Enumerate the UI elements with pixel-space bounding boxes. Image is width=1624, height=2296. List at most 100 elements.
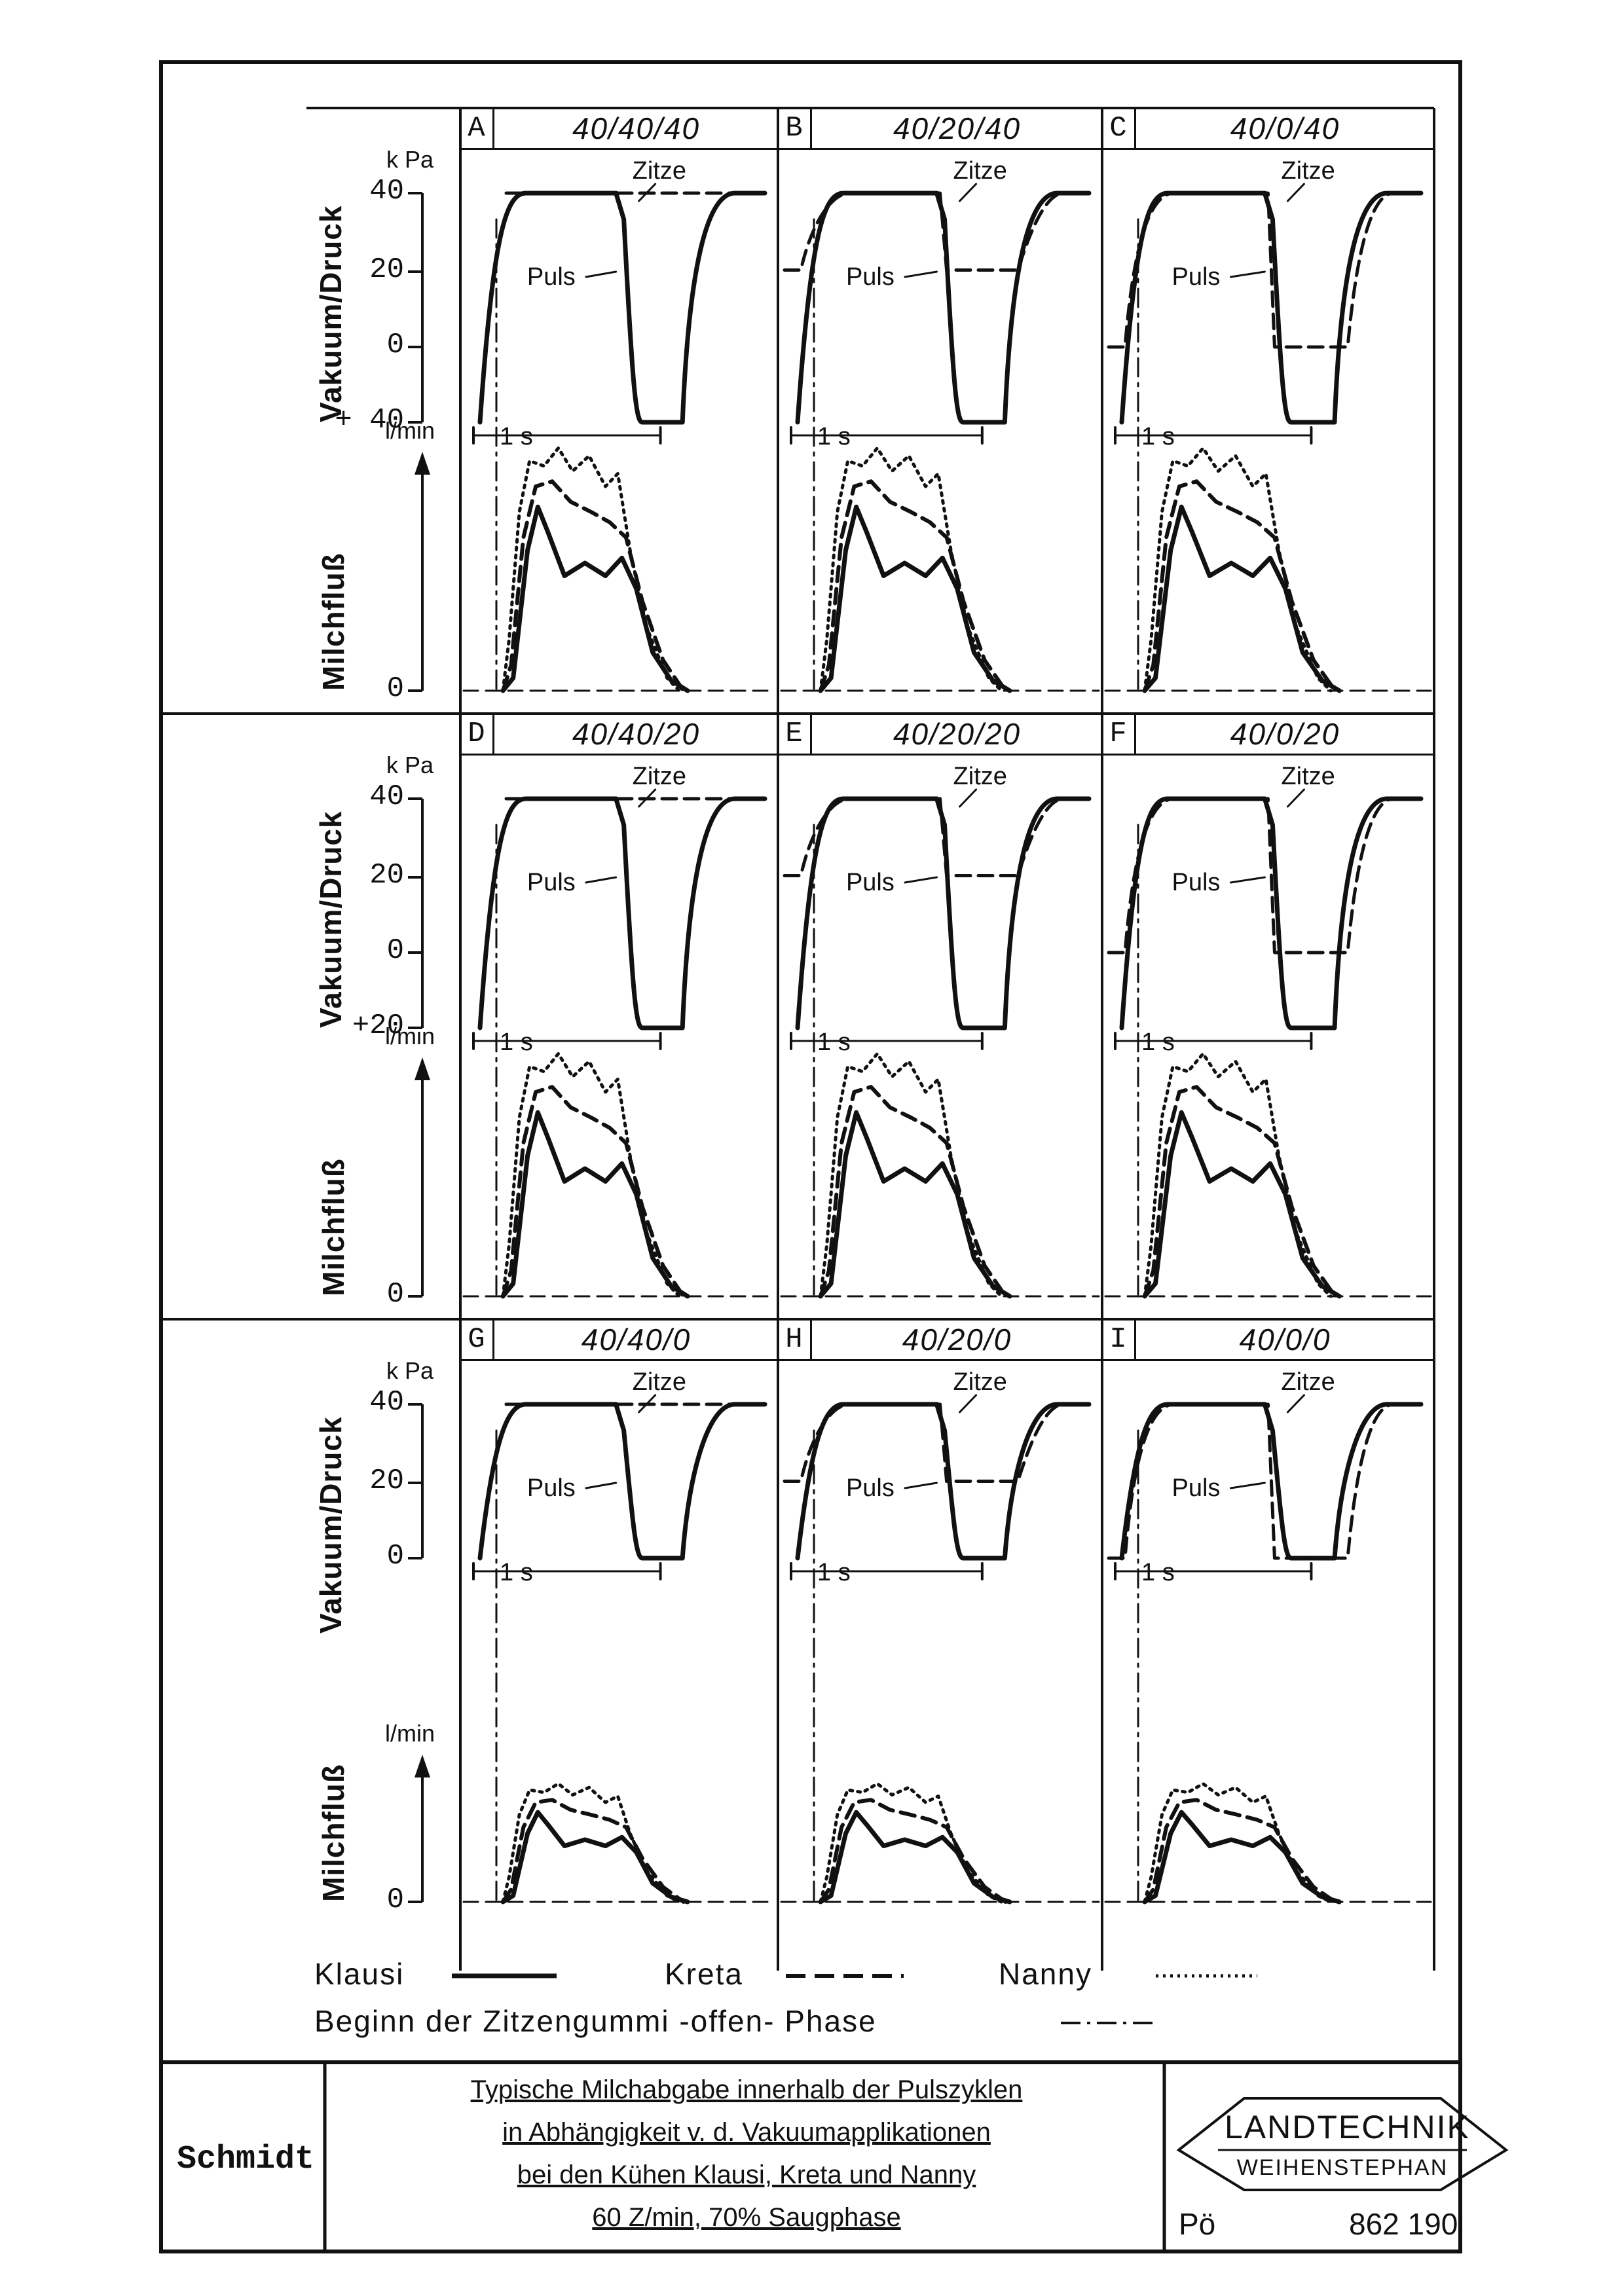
teat-label: Zitze — [1281, 157, 1335, 185]
panel-letter: F — [1102, 715, 1136, 754]
panel-header-f: F 40/0/20 — [1102, 715, 1434, 756]
panel-header-a: A 40/40/40 — [460, 109, 778, 150]
panel-header-b: B 40/20/40 — [778, 109, 1102, 150]
teat-curve — [1107, 1402, 1423, 1560]
flow-axis-arrow — [415, 452, 430, 475]
flow-kreta — [501, 479, 686, 693]
time-scale-ends — [472, 426, 662, 445]
panel-letter: I — [1102, 1321, 1136, 1359]
flow-klausi — [818, 1810, 1012, 1904]
panel-code: 40/20/40 — [893, 111, 1022, 145]
panel-code: 40/0/0 — [1239, 1322, 1331, 1357]
time-scale-ends — [1114, 426, 1313, 445]
flow-klausi — [1142, 1810, 1342, 1904]
pulse-curve — [477, 191, 767, 425]
teat-curve — [783, 191, 1091, 272]
panel-header-g: G 40/40/0 — [460, 1321, 778, 1361]
pulse-leader — [904, 270, 938, 278]
flow-klausi — [500, 504, 690, 693]
teat-label: Zitze — [1281, 763, 1335, 790]
author-name: Schmidt — [177, 2141, 315, 2178]
pulse-curve — [795, 1402, 1092, 1561]
flow-nanny — [819, 1782, 1003, 1904]
time-scale-label: 1 s — [1141, 1559, 1175, 1586]
time-scale-label: 1 s — [1141, 423, 1175, 450]
flow-kreta — [1143, 479, 1337, 693]
flow-kreta — [819, 1085, 1008, 1298]
pulse-curve — [795, 796, 1092, 1030]
flow-nanny — [1143, 1052, 1333, 1298]
panel-header-i: I 40/0/0 — [1102, 1321, 1434, 1361]
flow-nanny — [1143, 1782, 1333, 1904]
panel-code: 40/40/0 — [581, 1322, 692, 1357]
panel-code: 40/40/20 — [572, 717, 701, 751]
teat-label: Zitze — [953, 157, 1007, 185]
time-scale-label: 1 s — [500, 423, 533, 450]
logo-text-bottom: WEIHENSTEPHAN — [1236, 2155, 1449, 2180]
vacuum-tick-label: 40 — [369, 1386, 404, 1419]
teat-label: Zitze — [953, 763, 1007, 790]
pulse-label: Puls — [846, 263, 895, 291]
vacuum-tick-label: 0 — [386, 934, 404, 967]
teat-label: Zitze — [1281, 1368, 1335, 1396]
panel-letter: E — [778, 715, 812, 754]
flow-klausi — [1142, 1110, 1342, 1299]
flow-tick-label: 0 — [386, 672, 404, 705]
legend-kreta: Kreta — [665, 1957, 743, 1991]
outer-frame — [159, 60, 1462, 2253]
caption-line-1: Typische Milchabgabe innerhalb der Pulsz… — [470, 2075, 1023, 2104]
vacuum-tick-label: 20 — [369, 859, 404, 892]
time-scale-label: 1 s — [500, 1029, 533, 1056]
kpa-unit: k Pa — [386, 1357, 434, 1384]
vacuum-tick-label: 40 — [369, 780, 404, 813]
time-scale-label: 1 s — [817, 1559, 851, 1586]
pulse-leader — [1229, 876, 1266, 884]
pulse-label: Puls — [1172, 1474, 1220, 1502]
caption-line-2: in Abhängigkeit v. d. Vakuumapplikatione… — [502, 2118, 991, 2147]
flow-nanny — [501, 1782, 681, 1904]
flow-axis-arrow — [415, 1755, 430, 1777]
teat-label: Zitze — [633, 1368, 686, 1396]
flow-nanny — [819, 1052, 1003, 1298]
panel-letter: C — [1102, 109, 1136, 148]
flow-kreta — [501, 1798, 686, 1904]
panel-header-e: E 40/20/20 — [778, 715, 1102, 756]
panel-letter: D — [460, 715, 494, 754]
panel-header-d: D 40/40/20 — [460, 715, 778, 756]
kpa-unit: k Pa — [386, 146, 434, 173]
flow-kreta — [819, 479, 1008, 693]
time-scale-ends — [790, 1032, 984, 1050]
pulse-curve — [1119, 1402, 1424, 1561]
time-scale-label: 1 s — [1141, 1029, 1175, 1056]
panel-code: 40/20/0 — [902, 1322, 1012, 1357]
pulse-leader — [904, 876, 938, 884]
time-scale-ends — [790, 426, 984, 445]
pulse-label: Puls — [527, 1474, 576, 1502]
panel-letter: A — [460, 109, 494, 148]
pulse-label: Puls — [527, 263, 576, 291]
flow-klausi — [818, 1110, 1012, 1299]
kpa-unit: k Pa — [386, 752, 434, 778]
flow-nanny — [501, 446, 681, 693]
teat-label: Zitze — [953, 1368, 1007, 1396]
flow-nanny — [501, 1052, 681, 1298]
teat-label: Zitze — [633, 157, 686, 185]
legend-phase: Beginn der Zitzengummi -offen- Phase — [314, 2004, 877, 2038]
legend-nanny: Nanny — [999, 1957, 1092, 1991]
panel-header-h: H 40/20/0 — [778, 1321, 1102, 1361]
panel-letter: B — [778, 109, 812, 148]
vacuum-tick-label: +20 — [352, 1010, 404, 1042]
teat-curve — [1107, 191, 1423, 349]
vacuum-tick-label: 20 — [369, 253, 404, 286]
panel-code: 40/0/20 — [1230, 717, 1340, 751]
pulse-leader — [585, 1482, 618, 1489]
vacuum-tick-label: 40 — [369, 175, 404, 208]
teat-leader — [959, 1394, 978, 1413]
pulse-label: Puls — [1172, 869, 1220, 896]
flow-klausi — [1142, 504, 1342, 693]
